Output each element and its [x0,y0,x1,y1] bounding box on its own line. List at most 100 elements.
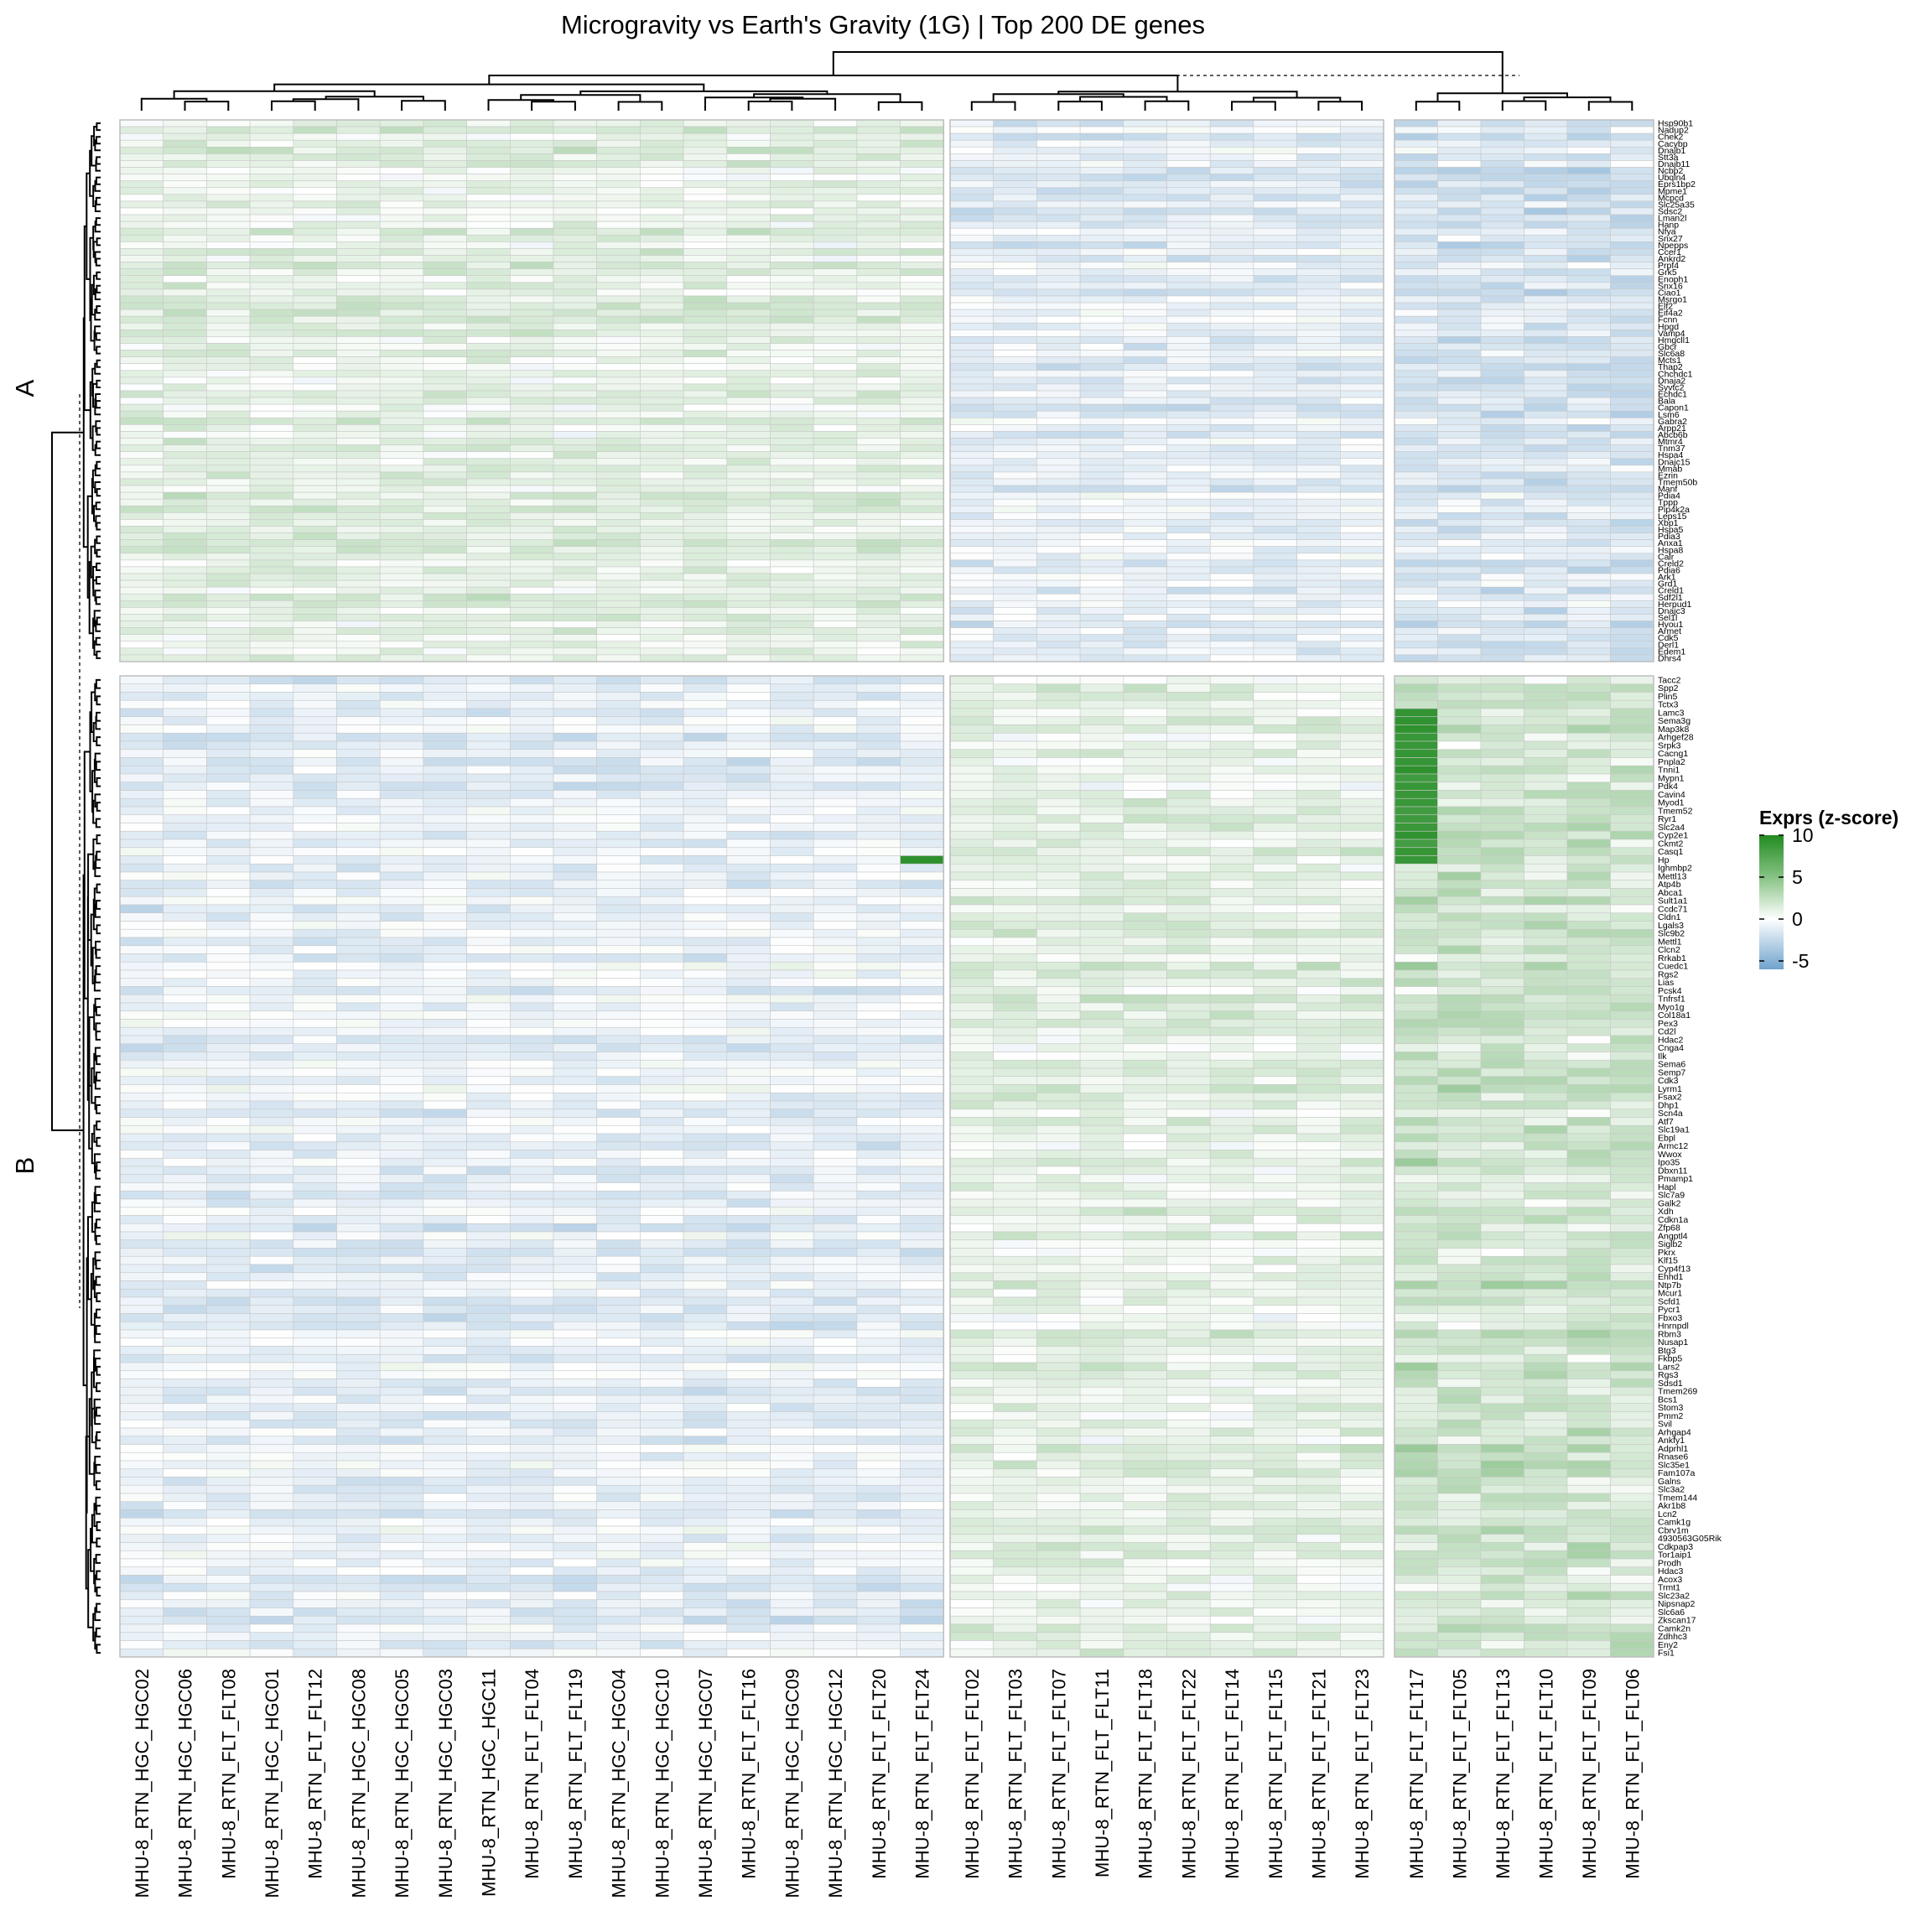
heatmap-cell [856,451,901,460]
heatmap-cell [336,953,381,963]
heatmap-cell [423,451,467,460]
heatmap-cell [1610,1052,1654,1061]
heatmap-cell [1253,403,1297,412]
heatmap-cell [119,356,164,365]
heatmap-cell [1166,336,1211,344]
heatmap-cell [1340,921,1384,930]
heatmap-cell [1610,921,1654,930]
heatmap-cell [683,559,728,568]
heatmap-cell [509,1026,554,1036]
heatmap-cell [466,356,511,365]
heatmap-cell [1209,1076,1254,1085]
heatmap-cell [640,647,684,656]
heatmap-cell [726,153,771,161]
heatmap-cell [1437,119,1482,127]
heatmap-cell [293,227,337,236]
heatmap-cell [949,969,995,979]
heatmap-cell [993,814,1037,823]
heatmap-cell [900,397,944,405]
heatmap-cell [813,921,858,930]
heatmap-cell [336,167,381,174]
heatmap-cell [1209,512,1254,520]
heatmap-cell [770,1026,814,1036]
heatmap-cell [509,1076,554,1085]
heatmap-cell [813,539,858,548]
heatmap-cell [1340,839,1384,849]
heatmap-cell [993,806,1037,816]
heatmap-cell [1166,586,1211,595]
heatmap-cell [379,336,424,344]
heatmap-cell [163,586,207,595]
heatmap-cell [1166,343,1211,351]
heatmap-cell [813,1043,858,1052]
heatmap-cell [640,336,684,344]
heatmap-cell [466,403,511,412]
heatmap-cell [119,978,164,987]
heatmap-cell [206,512,251,520]
heatmap-cell [293,370,337,378]
heatmap-cell [336,377,381,385]
heatmap-cell [813,1010,858,1020]
heatmap-cell [949,579,995,588]
heatmap-cell [1079,654,1124,662]
dendrogram-branch [970,101,1016,111]
heatmap-cell [1036,431,1081,439]
heatmap-cell [640,214,684,222]
heatmap-cell [336,928,381,938]
heatmap-cell [1253,221,1297,229]
heatmap-cell [553,708,598,718]
heatmap-cell [509,132,554,141]
heatmap-cell [466,708,511,718]
heatmap-cell [379,675,424,685]
heatmap-cell [379,160,424,168]
heatmap-cell [249,573,294,581]
heatmap-cell [683,139,728,148]
heatmap-cell [1166,214,1211,222]
heatmap-cell [770,634,814,642]
heatmap-cell [163,343,207,351]
heatmap-cell [770,749,814,758]
heatmap-cell [466,377,511,385]
heatmap-cell [1036,782,1081,791]
heatmap-cell [1166,647,1211,656]
heatmap-cell [1394,1092,1438,1102]
heatmap-cell [1524,1124,1568,1135]
heatmap-cell [336,1092,381,1102]
heatmap-cell [423,553,467,561]
heatmap-cell [1036,986,1081,995]
heatmap-cell [1437,397,1482,405]
heatmap-cell [1123,724,1167,734]
heatmap-cell [596,1026,641,1036]
heatmap-cell [163,969,207,979]
heatmap-cell [813,167,858,174]
heatmap-cell [1209,139,1254,148]
heatmap-cell [1253,1026,1297,1036]
heatmap-cell [1036,403,1081,412]
heatmap-cell [119,200,164,209]
heatmap-cell [1340,505,1384,513]
heatmap-cell [1480,593,1524,601]
heatmap-cell [993,621,1037,628]
heatmap-cell [856,424,901,432]
heatmap-cell [1079,1067,1124,1078]
heatmap-cell [466,586,511,595]
heatmap-cell [1394,485,1438,493]
heatmap-cell [293,654,337,662]
heatmap-cell [1079,953,1124,963]
heatmap-cell [900,309,944,317]
heatmap-cell [1166,969,1211,979]
heatmap-cell [509,147,554,154]
heatmap-cell [1394,526,1438,533]
heatmap-cell [293,424,337,432]
heatmap-cell [683,732,728,742]
heatmap-cell [553,600,598,608]
heatmap-cell [1079,194,1124,202]
heatmap-cell [119,350,164,357]
heatmap-cell [1340,471,1384,480]
heatmap-cell [1079,478,1124,486]
heatmap-cell [1394,377,1438,385]
heatmap-cell [466,167,511,174]
heatmap-cell [856,1019,901,1028]
heatmap-cell [509,716,554,725]
heatmap-cell [423,863,467,873]
